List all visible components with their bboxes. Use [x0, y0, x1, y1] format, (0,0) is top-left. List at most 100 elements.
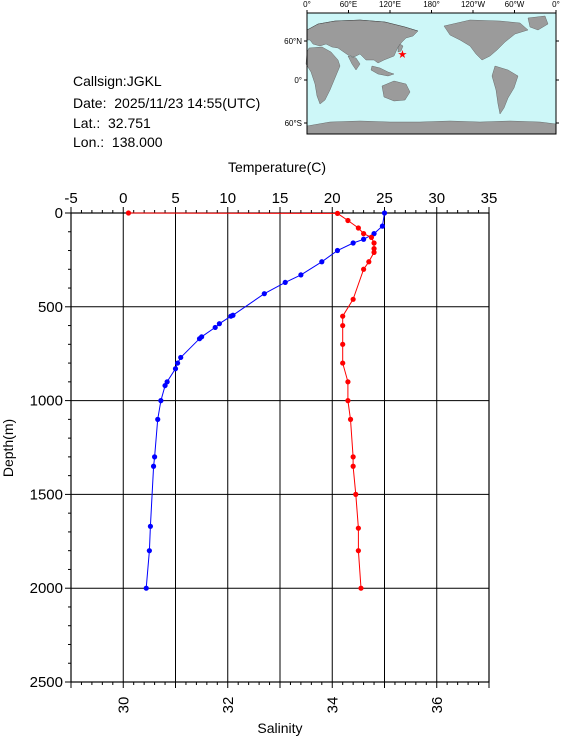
temperature-data-point: [158, 398, 164, 404]
temperature-data-point: [143, 585, 149, 591]
australia-land: [381, 80, 411, 102]
salinity-data-point: [345, 398, 351, 404]
temperature-tick-label: -5: [64, 190, 77, 207]
depth-tick-label: 1500: [30, 486, 63, 503]
temperature-data-point: [261, 291, 267, 297]
salinity-data-point: [340, 360, 346, 366]
temperature-data-point: [371, 231, 377, 237]
temperature-data-point: [282, 279, 288, 286]
depth-tick-label: 2500: [30, 674, 63, 691]
temperature-data-point: [361, 236, 367, 242]
temperature-tick-label: 5: [171, 190, 179, 207]
africa-land: [305, 46, 341, 105]
antarctica-land: [306, 120, 557, 135]
map-lat-label: 0°: [294, 76, 302, 85]
temperature-tick-label: 10: [219, 190, 236, 207]
temperature-tick-label: 25: [376, 190, 393, 207]
map-lon-label: 0°: [303, 0, 311, 9]
salinity-data-point: [347, 416, 354, 422]
temperature-data-point: [162, 382, 168, 389]
temperature-profile-line: [145, 212, 385, 589]
temperature-data-point: [172, 366, 179, 372]
salinity-data-point: [345, 217, 351, 224]
temperature-data-point: [228, 313, 234, 319]
temperature-tick-label: 20: [324, 190, 341, 207]
salinity-tick-label: 30: [115, 697, 132, 714]
temperature-data-point: [379, 223, 386, 229]
temperature-axis-label: Temperature(C): [228, 159, 326, 175]
salinity-tick-label: 32: [220, 697, 237, 714]
map-lon-label: 180°: [423, 0, 440, 9]
salinity-data-point: [350, 296, 356, 302]
depth-tick-label: 0: [55, 205, 63, 222]
salinity-data-point: [350, 454, 356, 460]
salinity-data-point: [353, 491, 359, 497]
map-lon-label: 120°E: [379, 0, 401, 9]
salinity-data-point: [340, 322, 346, 329]
map-lon-label: 0°: [552, 0, 560, 9]
callsign-label: Callsign:JGKL: [73, 73, 162, 89]
temperature-data-point: [155, 416, 161, 422]
salinity-data-point: [361, 231, 367, 237]
world-map: 0° 60°E 120°E 180° 120°W 60°W 0° 60°N 0° 60°S ★: [284, 0, 560, 135]
depth-axis-label: Depth(m): [0, 419, 16, 477]
salinity-data-point: [334, 210, 341, 216]
temperature-data-point: [298, 272, 304, 278]
temperature-data-point: [350, 240, 356, 246]
temperature-data-point: [147, 523, 154, 529]
salinity-data-point: [340, 313, 346, 319]
salinity-tick-label: 36: [429, 697, 446, 714]
temperature-data-point: [178, 354, 184, 361]
salinity-data-point: [368, 234, 375, 240]
map-lon-label: 60°E: [340, 0, 357, 9]
temperature-tick-label: 35: [481, 190, 498, 207]
salinity-data-point: [350, 463, 356, 469]
map-lat-label: 60°S: [285, 119, 302, 128]
longitude-label: Lon.: 138.000: [73, 134, 163, 150]
salinity-data-point: [366, 259, 372, 265]
temperature-data-point: [146, 548, 152, 554]
salinity-data-point: [371, 249, 377, 255]
salinity-data-point: [125, 210, 132, 216]
greenland-land: [527, 15, 549, 31]
north-america-land: [443, 19, 529, 61]
map-land: [305, 15, 557, 135]
temperature-tick-label: 30: [428, 190, 445, 207]
salinity-data-point: [355, 525, 361, 531]
latitude-label: Lat.: 32.751: [73, 115, 151, 131]
temperature-data-point: [319, 259, 325, 265]
date-label: Date: 2025/11/23 14:55(UTC): [73, 95, 261, 111]
map-lon-label: 120°W: [461, 0, 486, 9]
temperature-tick-label: 0: [119, 190, 127, 207]
salinity-data-point: [340, 341, 346, 347]
south-america-land: [491, 65, 519, 115]
map-ticks: 0° 60°E 120°E 180° 120°W 60°W 0° 60°N 0° 60°S: [284, 0, 560, 128]
depth-tick-label: 500: [38, 299, 63, 316]
indonesia-land: [370, 65, 395, 77]
temperature-data-point: [152, 454, 158, 460]
salinity-tick-label: 34: [324, 697, 341, 714]
map-lon-label: 60°W: [505, 0, 525, 9]
salinity-data-point: [371, 246, 377, 252]
temperature-data-point: [150, 463, 157, 469]
depth-tick-label: 1000: [30, 393, 63, 410]
salinity-data-point: [358, 585, 364, 591]
map-lat-label: 60°N: [284, 37, 302, 46]
salinity-data-point: [345, 379, 351, 385]
temperature-data-point: [381, 210, 388, 216]
japan-land: [397, 43, 404, 53]
temperature-data-point: [212, 324, 218, 331]
india-land: [347, 55, 361, 71]
salinity-data-point: [355, 225, 361, 231]
salinity-data-point: [361, 266, 367, 272]
depth-tick-label: 2000: [30, 580, 63, 597]
temperature-data-point: [216, 321, 222, 327]
temperature-data-point: [196, 336, 203, 342]
temperature-data-point: [334, 247, 341, 254]
station-marker-icon: ★: [398, 49, 408, 61]
temperature-tick-label: 15: [272, 190, 289, 207]
salinity-axis-label: Salinity: [257, 720, 302, 736]
temperature-data-point: [174, 360, 181, 366]
